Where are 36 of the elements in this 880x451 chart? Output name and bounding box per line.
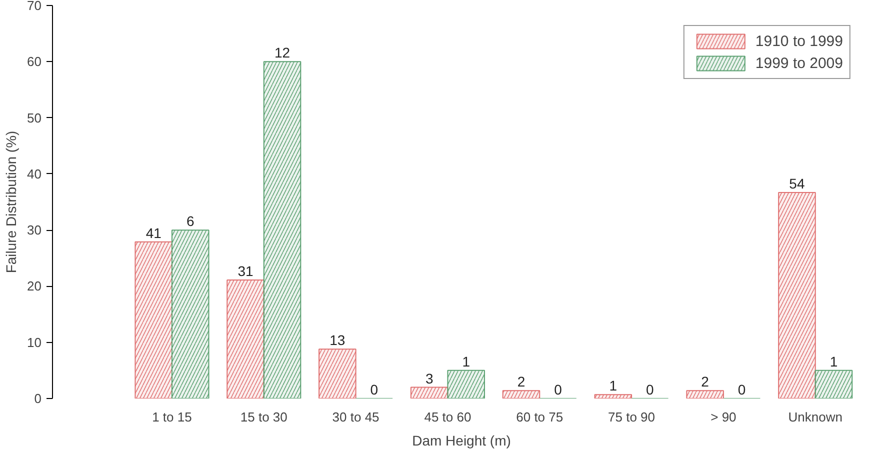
annotation: 12	[274, 44, 290, 61]
y-tick-label: 20	[27, 278, 42, 294]
x-tick-label: 30 to 45	[332, 410, 380, 424]
legend-label: 1999 to 2009	[755, 54, 843, 72]
annotation: 13	[330, 332, 346, 348]
annotation: 0	[646, 382, 654, 398]
y-tick-label: 40	[27, 166, 42, 182]
y-tick-label: 0	[34, 391, 42, 406]
annotation: 0	[370, 382, 378, 398]
y-axis-title: Failure Distribution (%)	[3, 130, 20, 274]
annotation: 1	[830, 353, 838, 370]
x-tick-label: 45 to 60	[424, 410, 472, 424]
annotation: 3	[425, 370, 434, 386]
y-tick-label: 60	[27, 54, 42, 70]
annotation: 6	[186, 213, 194, 230]
annotation: 41	[146, 224, 162, 241]
annotation: 0	[738, 382, 746, 398]
y-tick-label: 70	[27, 0, 42, 13]
x-tick-label: 60 to 75	[516, 410, 564, 424]
x-tick-label: 15 to 30	[240, 410, 288, 424]
y-tick-label: 30	[27, 222, 42, 238]
annotation: 0	[554, 382, 562, 398]
y-tick-label: 50	[27, 110, 42, 126]
annotation: 54	[789, 175, 805, 192]
annotation: 2	[701, 374, 710, 390]
annotation: 1	[462, 353, 470, 370]
annotation: 2	[517, 374, 526, 390]
x-tick-label: 1 to 15	[152, 410, 192, 424]
x-tick-label: > 90	[710, 410, 736, 424]
legend-label: 1910 to 1999	[755, 32, 843, 50]
annotation: 1	[609, 378, 618, 394]
y-tick-label: 10	[27, 334, 42, 350]
x-tick-label: 75 to 90	[608, 410, 656, 424]
x-axis-title: Dam Height (m)	[412, 432, 511, 448]
x-tick-label: Unknown	[788, 410, 842, 424]
annotation: 31	[238, 263, 254, 280]
